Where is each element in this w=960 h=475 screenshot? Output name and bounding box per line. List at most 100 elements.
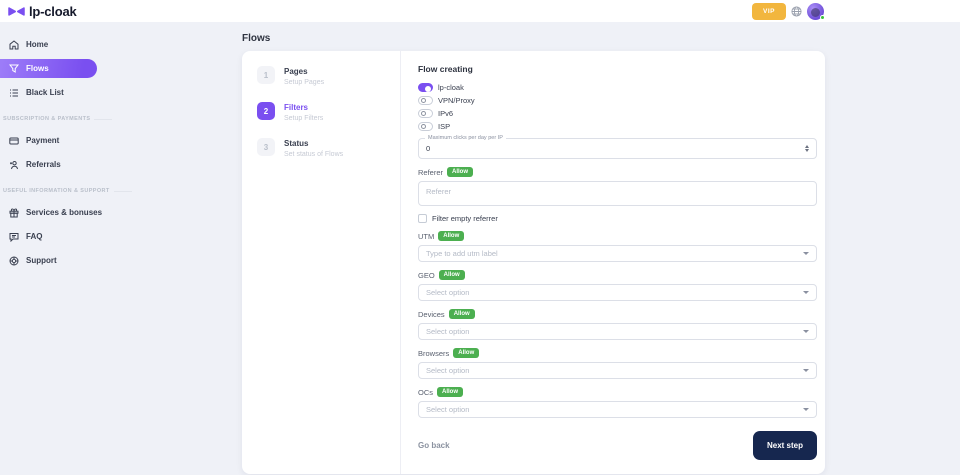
toggle-row-isp[interactable]: ISP [418,122,817,131]
vip-button[interactable]: VIP [752,2,786,20]
language-globe-icon[interactable] [791,5,802,17]
toggle-row-lp-cloak[interactable]: lp-cloak [418,83,817,92]
geo-label: GEO [418,270,435,280]
step-number: 1 [257,66,275,84]
list-icon [9,88,19,98]
geo-allow-badge[interactable]: Allow [438,270,465,280]
chevron-down-icon [803,291,809,294]
user-avatar[interactable] [807,2,825,20]
sidebar-item-black-list[interactable]: Black List [0,83,242,102]
max-clicks-field: Maximum clicks per day per IP [418,135,817,159]
chat-bubble-icon [9,232,19,242]
flows-icon [9,64,19,74]
next-step-button[interactable]: Next step [752,431,817,460]
step-filters[interactable]: 2 Filters Setup Filters [257,102,400,122]
sidebar-item-payment[interactable]: Payment [0,131,242,150]
utm-input-row[interactable] [418,245,817,262]
ocs-select[interactable] [418,401,817,418]
home-icon [9,39,19,50]
max-clicks-label: Maximum clicks per day per IP [425,135,506,142]
geo-label-row: GEO Allow [418,270,817,280]
browsers-select[interactable] [418,362,817,379]
sidebar-item-home[interactable]: Home [0,35,242,54]
devices-allow-badge[interactable]: Allow [448,309,475,319]
number-stepper-icon[interactable] [805,145,809,152]
browsers-allow-badge[interactable]: Allow [453,348,480,358]
sidebar-item-label: FAQ [26,232,43,241]
ocs-allow-badge[interactable]: Allow [437,387,463,397]
sidebar-item-support[interactable]: Support [0,251,242,270]
browsers-select-input[interactable] [426,366,803,375]
step-subtitle: Setup Filters [284,115,324,122]
referer-label-row: Referer Allow [418,167,817,177]
max-clicks-input[interactable] [426,144,805,153]
main-content: Flows 1 Pages Setup Pages 2 Filters Setu… [242,22,960,475]
step-status[interactable]: 3 Status Set status of Flows [257,138,400,158]
sidebar-item-referrals[interactable]: Referrals [0,155,242,174]
sidebar-item-label: Home [26,40,49,49]
utm-label: UTM [418,231,435,241]
page-title: Flows [242,33,271,44]
step-pages[interactable]: 1 Pages Setup Pages [257,66,400,86]
toggle-label: ISP [438,122,451,131]
chevron-down-icon [803,369,809,372]
go-back-button[interactable]: Go back [418,441,450,450]
toggle-row-ipv6[interactable]: IPv6 [418,109,817,118]
isp-toggle[interactable] [418,122,433,131]
vpn-proxy-toggle[interactable] [418,96,433,105]
lp-cloak-toggle[interactable] [418,83,433,92]
referer-label: Referer [418,167,444,177]
utm-allow-badge[interactable]: Allow [438,231,465,241]
person-plus-icon [9,160,19,170]
ocs-label-row: OCs Allow [418,387,817,397]
form-footer: Go back Next step [418,431,817,460]
devices-label: Devices [418,309,445,319]
sidebar-item-label: Black List [26,88,64,97]
brand-name: lp-cloak [29,3,77,19]
filter-empty-referrer-row[interactable]: Filter empty referrer [418,214,817,223]
ocs-select-input[interactable] [426,405,803,414]
ocs-label: OCs [418,387,433,397]
step-subtitle: Set status of Flows [284,151,344,158]
step-subtitle: Setup Pages [284,79,325,86]
filter-empty-referrer-checkbox[interactable] [418,214,427,223]
sidebar-item-label: Referrals [26,160,61,169]
geo-select[interactable] [418,284,817,301]
topbar: lp-cloak VIP [0,0,960,22]
referer-allow-badge[interactable]: Allow [447,167,474,177]
sidebar-item-label: Services & bonuses [26,208,103,217]
geo-select-input[interactable] [426,288,803,297]
devices-select-input[interactable] [426,327,803,336]
flow-creating-card: 1 Pages Setup Pages 2 Filters Setup Filt… [242,51,825,474]
mask-logo-icon [8,6,25,17]
sidebar-item-label: Payment [26,136,60,145]
toggle-label: lp-cloak [438,83,464,92]
browsers-label: Browsers [418,348,450,358]
sidebar: Home Flows Black List SUBSCRIPTION & PAY… [0,22,242,475]
sidebar-item-faq[interactable]: FAQ [0,227,242,246]
brand[interactable]: lp-cloak [8,4,77,19]
toggle-row-vpn-proxy[interactable]: VPN/Proxy [418,96,817,105]
lifebuoy-icon [9,256,19,266]
toggle-label: VPN/Proxy [438,96,475,105]
gift-icon [9,207,19,218]
step-title: Filters [284,103,309,112]
chevron-down-icon [803,330,809,333]
sidebar-item-flows[interactable]: Flows [0,59,97,78]
online-status-dot [820,14,825,20]
checkbox-label: Filter empty referrer [432,214,498,223]
form-title: Flow creating [418,64,473,74]
devices-select[interactable] [418,323,817,340]
utm-input[interactable] [426,249,803,258]
devices-label-row: Devices Allow [418,309,817,319]
avatar-image [811,7,820,17]
step-title: Status [284,139,309,148]
step-number: 2 [257,102,275,120]
step-number: 3 [257,138,275,156]
step-title: Pages [284,67,308,76]
referer-input[interactable] [418,181,817,206]
sidebar-item-label: Support [26,256,57,265]
sidebar-item-services-bonuses[interactable]: Services & bonuses [0,203,242,222]
ipv6-toggle[interactable] [418,109,433,118]
sidebar-item-label: Flows [26,64,49,73]
